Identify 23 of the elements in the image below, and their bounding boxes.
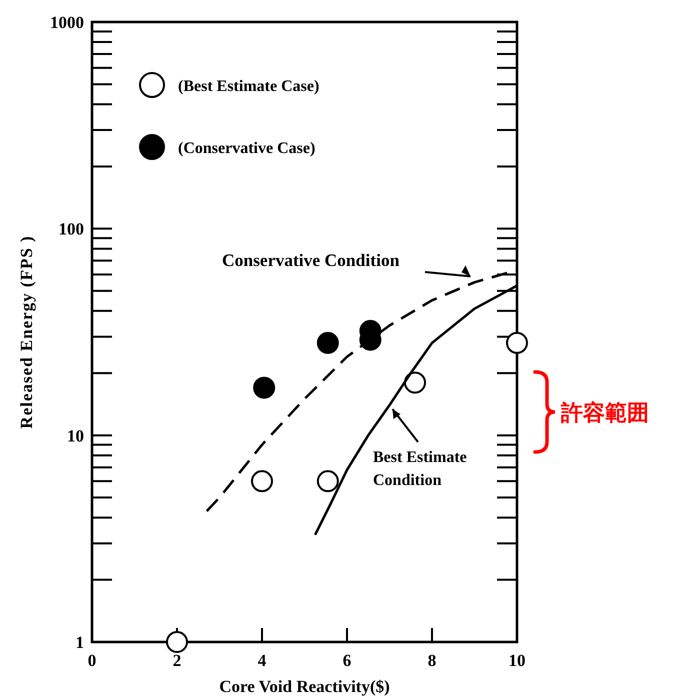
legend-label: (Conservative Case) bbox=[178, 140, 316, 157]
x-tick-label: 8 bbox=[428, 651, 436, 670]
x-tick-label: 4 bbox=[258, 651, 267, 670]
x-tick-label: 0 bbox=[88, 651, 96, 670]
y-tick-label: 1000 bbox=[50, 13, 84, 32]
text: 許容範囲 bbox=[560, 400, 649, 426]
point bbox=[253, 376, 276, 399]
series-label: Best Estimate Condition bbox=[373, 449, 467, 489]
y-tick-label: 100 bbox=[58, 220, 84, 239]
point bbox=[251, 470, 273, 492]
x-tick-label: 2 bbox=[172, 651, 182, 670]
legend-label: (Best Estimate Case) bbox=[178, 78, 320, 95]
x-tick-label: 6 bbox=[342, 651, 352, 670]
y-tick-label: 10 bbox=[67, 426, 84, 446]
y-tick-label: 1 bbox=[76, 633, 84, 652]
point bbox=[316, 470, 339, 492]
point bbox=[404, 372, 426, 394]
point bbox=[166, 631, 188, 653]
y-axis-title: Released Energy (FPS ) bbox=[17, 235, 36, 429]
x-tick-label: 10 bbox=[508, 651, 526, 670]
x-axis-title: Core Void Reactivity($) bbox=[219, 677, 390, 696]
point bbox=[316, 332, 339, 354]
point bbox=[506, 332, 528, 354]
